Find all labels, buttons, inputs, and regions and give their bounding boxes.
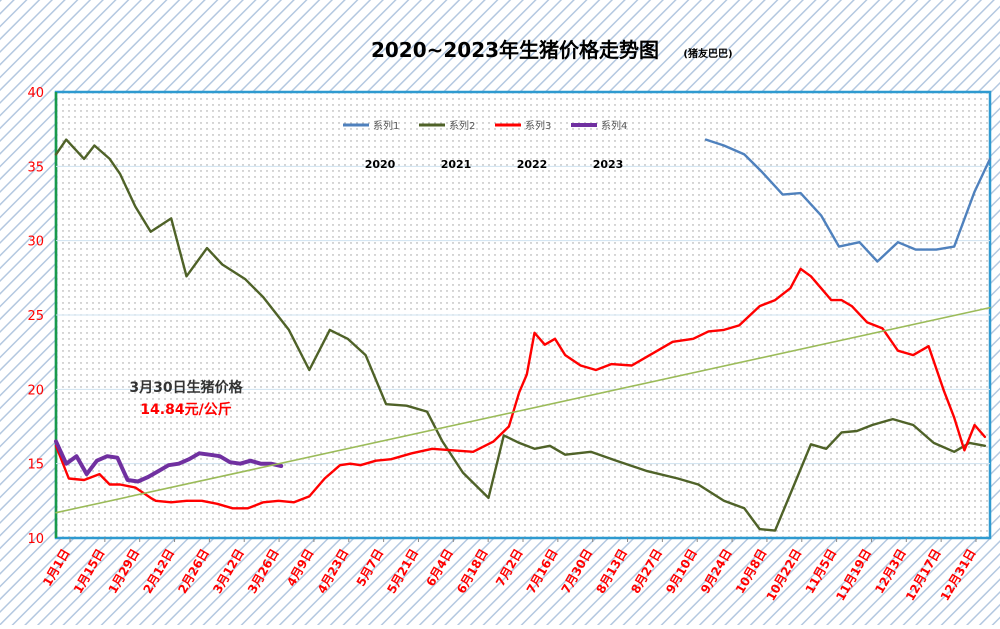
chart-title: 2020~2023年生猪价格走势图: [371, 38, 659, 62]
year-label: 2023: [593, 158, 624, 171]
y-tick-label: 20: [27, 383, 44, 398]
series-line-2: [54, 138, 987, 532]
y-tick-label: 40: [27, 86, 44, 101]
chart-subtitle: (猪友巴巴): [683, 47, 732, 60]
y-tick-label: 15: [27, 458, 44, 473]
legend-label: 系列2: [449, 119, 475, 132]
year-label: 2021: [441, 158, 472, 171]
annotation-title: 3月30日生猪价格: [129, 379, 243, 396]
year-label: 2022: [517, 158, 548, 171]
legend-label: 系列4: [601, 119, 627, 132]
series-line-4: [54, 439, 284, 484]
y-tick-label: 35: [27, 160, 44, 175]
year-label: 2020: [365, 158, 396, 171]
y-tick-label: 10: [27, 532, 44, 547]
legend-label: 系列3: [525, 119, 551, 132]
annotation-value: 14.84元/公斤: [140, 401, 231, 418]
series-line-1: [704, 138, 992, 263]
series-line-3: [54, 267, 987, 510]
trend-line: [55, 306, 991, 514]
legend-label: 系列1: [373, 119, 399, 132]
y-tick-label: 25: [27, 309, 44, 324]
y-tick-label: 30: [27, 235, 44, 250]
